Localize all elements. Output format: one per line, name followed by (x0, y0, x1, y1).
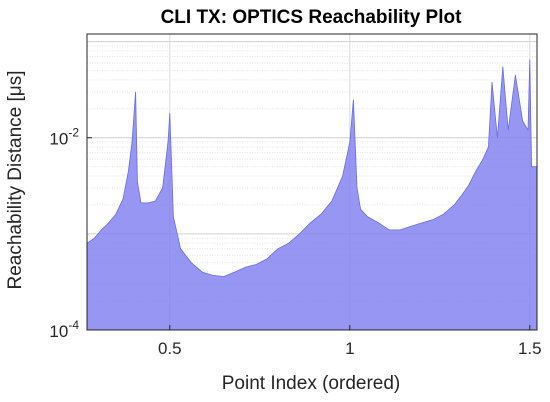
x-axis-label: Point Index (ordered) (222, 373, 401, 394)
x-tick-label: 1.5 (518, 339, 542, 358)
x-tick-label: 1 (345, 339, 354, 358)
axes-frame (86, 33, 538, 331)
series-area (86, 59, 538, 331)
plot-area: 0.5 1 1.5 10-4 10-2 (49, 33, 542, 358)
y-tick-label: 10-4 (49, 318, 79, 341)
y-tick-label: 10-2 (49, 126, 79, 149)
y-axis-label: Reachability Distance [μs] (5, 71, 26, 290)
chart-title: CLI TX: OPTICS Reachability Plot (161, 7, 463, 28)
x-tick-label: 0.5 (158, 339, 182, 358)
